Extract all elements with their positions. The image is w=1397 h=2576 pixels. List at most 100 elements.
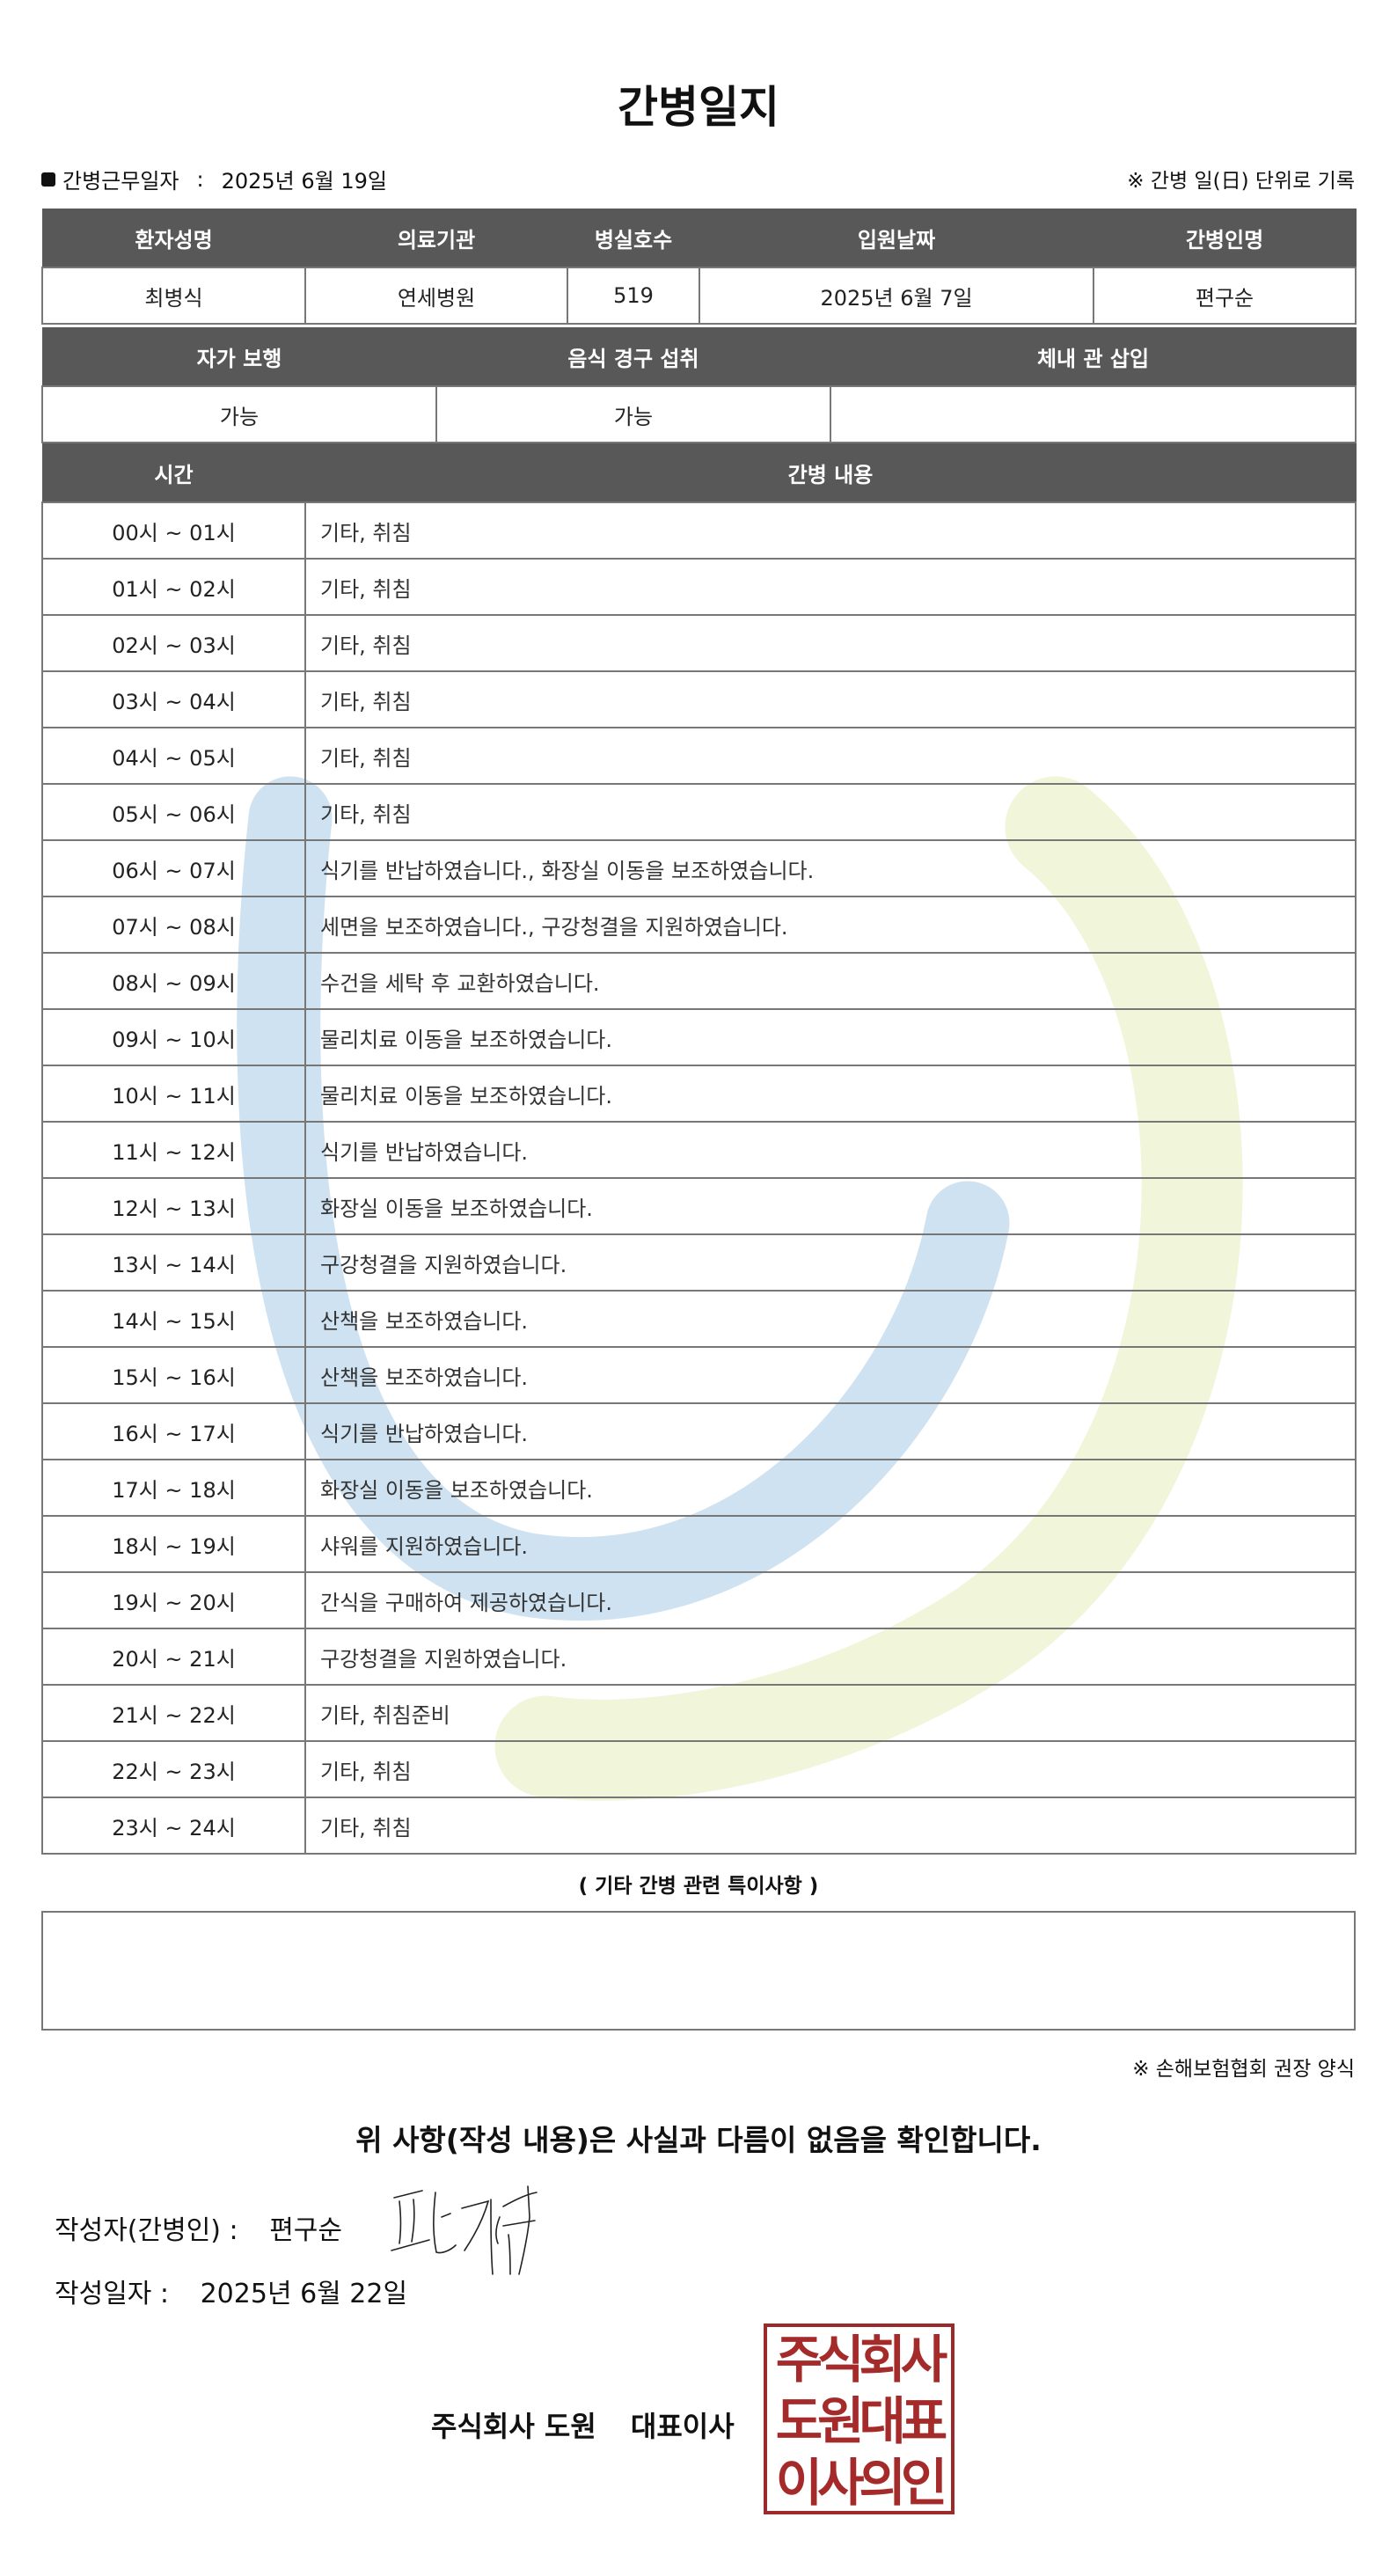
table-row: 11시 ~ 12시 식기를 반납하였습니다. xyxy=(41,1121,1357,1179)
table-row: 10시 ~ 11시 물리치료 이동을 보조하였습니다. xyxy=(41,1065,1357,1123)
work-date-label: 간병근무일자 xyxy=(62,169,179,194)
content-cell: 기타, 취침 xyxy=(304,727,1357,785)
table-row: 15시 ~ 16시 산책을 보조하였습니다. xyxy=(41,1346,1357,1404)
page-title: 간병일지 xyxy=(618,82,779,133)
content-cell: 기타, 취침 xyxy=(304,558,1357,616)
content-cell: 구강청결을 지원하였습니다. xyxy=(304,1233,1357,1292)
special-notes-box xyxy=(41,1911,1356,2031)
work-date-separator: : xyxy=(196,166,204,192)
company-title: 대표이사 xyxy=(630,2410,735,2443)
time-cell: 02시 ~ 03시 xyxy=(41,614,306,672)
time-cell: 14시 ~ 15시 xyxy=(41,1290,306,1348)
company-seal: 주식회사 도원대표 이사의인 xyxy=(764,2324,954,2514)
table-row: 02시 ~ 03시 기타, 취침 xyxy=(41,614,1357,672)
tube-value xyxy=(830,385,1357,443)
table-row: 17시 ~ 18시 화장실 이동을 보조하였습니다. xyxy=(41,1459,1357,1517)
time-cell: 16시 ~ 17시 xyxy=(41,1402,306,1460)
table-row: 04시 ~ 05시 기타, 취침 xyxy=(41,727,1357,785)
seal-line: 주식회사 xyxy=(775,2330,947,2389)
content-cell: 산책을 보조하였습니다. xyxy=(304,1290,1357,1348)
content-cell: 기타, 취침 xyxy=(304,783,1357,841)
table-row: 06시 ~ 07시 식기를 반납하였습니다., 화장실 이동을 보조하였습니다. xyxy=(41,839,1357,897)
table-row: 05시 ~ 06시 기타, 취침 xyxy=(41,783,1357,841)
time-cell: 13시 ~ 14시 xyxy=(41,1233,306,1292)
content-cell: 기타, 취침준비 xyxy=(304,1684,1357,1742)
header-content: 간병 내용 xyxy=(304,443,1357,503)
written-date-label: 작성일자 : xyxy=(55,2279,170,2309)
content-cell: 식기를 반납하였습니다. xyxy=(304,1121,1357,1179)
content-cell: 식기를 반납하였습니다., 화장실 이동을 보조하였습니다. xyxy=(304,839,1357,897)
time-cell: 11시 ~ 12시 xyxy=(41,1121,306,1179)
content-cell: 간식을 구매하여 제공하였습니다. xyxy=(304,1571,1357,1629)
header-hospital: 의료기관 xyxy=(304,209,568,268)
content-cell: 기타, 취침 xyxy=(304,1797,1357,1855)
status-table: 자가 보행 음식 경구 섭취 체내 관 삽입 가능 가능 xyxy=(41,327,1357,443)
time-cell: 01시 ~ 02시 xyxy=(41,558,306,616)
record-note: ※ 간병 일(日) 단위로 기록 xyxy=(1127,170,1355,193)
writer-label: 작성자(간병인) : xyxy=(55,2215,238,2246)
header-walking: 자가 보행 xyxy=(41,327,437,387)
header-caregiver: 간병인명 xyxy=(1093,209,1357,268)
confirmation-statement: 위 사항(작성 내용)은 사실과 다름이 없음을 확인합니다. xyxy=(355,2123,1042,2157)
time-cell: 00시 ~ 01시 xyxy=(41,501,306,560)
time-cell: 10시 ~ 11시 xyxy=(41,1065,306,1123)
content-cell: 구강청결을 지원하였습니다. xyxy=(304,1628,1357,1686)
time-cell: 22시 ~ 23시 xyxy=(41,1740,306,1798)
time-cell: 15시 ~ 16시 xyxy=(41,1346,306,1404)
content-cell: 기타, 취침 xyxy=(304,670,1357,728)
time-cell: 05시 ~ 06시 xyxy=(41,783,306,841)
time-cell: 09시 ~ 10시 xyxy=(41,1008,306,1066)
time-cell: 18시 ~ 19시 xyxy=(41,1515,306,1573)
table-row: 03시 ~ 04시 기타, 취침 xyxy=(41,670,1357,728)
content-cell: 화장실 이동을 보조하였습니다. xyxy=(304,1177,1357,1235)
table-row: 14시 ~ 15시 산책을 보조하였습니다. xyxy=(41,1290,1357,1348)
time-cell: 07시 ~ 08시 xyxy=(41,896,306,954)
time-cell: 08시 ~ 09시 xyxy=(41,952,306,1010)
time-cell: 21시 ~ 22시 xyxy=(41,1684,306,1742)
header-time: 시간 xyxy=(41,443,306,503)
room-number: 519 xyxy=(567,267,700,325)
content-cell: 산책을 보조하였습니다. xyxy=(304,1346,1357,1404)
work-date-value: 2025년 6월 19일 xyxy=(221,169,387,194)
header-patient-name: 환자성명 xyxy=(41,209,306,268)
care-table: 시간 간병 내용 00시 ~ 01시 기타, 취침 01시 ~ 02시 기타, 취침 0… xyxy=(41,443,1357,1855)
time-cell: 03시 ~ 04시 xyxy=(41,670,306,728)
time-cell: 06시 ~ 07시 xyxy=(41,839,306,897)
content-cell: 샤워를 지원하였습니다. xyxy=(304,1515,1357,1573)
table-row: 00시 ~ 01시 기타, 취침 xyxy=(41,501,1357,560)
seal-line: 이사의인 xyxy=(775,2453,947,2513)
content-cell: 물리치료 이동을 보조하였습니다. xyxy=(304,1065,1357,1123)
header-tube: 체내 관 삽입 xyxy=(830,327,1357,387)
table-row: 23시 ~ 24시 기타, 취침 xyxy=(41,1797,1357,1855)
form-note: ※ 손해보험협회 권장 양식 xyxy=(1132,2058,1355,2081)
table-row: 01시 ~ 02시 기타, 취침 xyxy=(41,558,1357,616)
table-row: 07시 ~ 08시 세면을 보조하였습니다., 구강청결을 지원하였습니다. xyxy=(41,896,1357,954)
hospital: 연세병원 xyxy=(304,267,568,325)
content-cell: 기타, 취침 xyxy=(304,1740,1357,1798)
patient-table: 환자성명 의료기관 병실호수 입원날짜 간병인명 최병식 연세병원 519 20… xyxy=(41,209,1357,325)
content-cell: 화장실 이동을 보조하였습니다. xyxy=(304,1459,1357,1517)
table-row: 09시 ~ 10시 물리치료 이동을 보조하였습니다. xyxy=(41,1008,1357,1066)
table-row: 21시 ~ 22시 기타, 취침준비 xyxy=(41,1684,1357,1742)
written-date-line: 작성일자 : 2025년 6월 22일 xyxy=(55,2272,407,2310)
company-line: 주식회사 도원 대표이사 xyxy=(431,2404,735,2445)
content-cell: 물리치료 이동을 보조하였습니다. xyxy=(304,1008,1357,1066)
content-cell: 기타, 취침 xyxy=(304,501,1357,560)
signature xyxy=(391,2185,538,2275)
table-row: 08시 ~ 09시 수건을 세탁 후 교환하였습니다. xyxy=(41,952,1357,1010)
time-cell: 04시 ~ 05시 xyxy=(41,727,306,785)
time-cell: 19시 ~ 20시 xyxy=(41,1571,306,1629)
content-cell: 기타, 취침 xyxy=(304,614,1357,672)
admission-date: 2025년 6월 7일 xyxy=(698,267,1094,325)
header-room: 병실호수 xyxy=(567,209,700,268)
table-row: 18시 ~ 19시 샤워를 지원하였습니다. xyxy=(41,1515,1357,1573)
work-date: 간병근무일자 : 2025년 6월 19일 xyxy=(41,164,387,194)
table-row: 19시 ~ 20시 간식을 구매하여 제공하였습니다. xyxy=(41,1571,1357,1629)
caregiver-name: 편구순 xyxy=(1093,267,1357,325)
table-row: 22시 ~ 23시 기타, 취침 xyxy=(41,1740,1357,1798)
time-cell: 23시 ~ 24시 xyxy=(41,1797,306,1855)
walking-value: 가능 xyxy=(41,385,437,443)
writer-name: 편구순 xyxy=(269,2215,343,2246)
header-oral-intake: 음식 경구 섭취 xyxy=(435,327,831,387)
seal-line: 도원대표 xyxy=(775,2391,947,2451)
